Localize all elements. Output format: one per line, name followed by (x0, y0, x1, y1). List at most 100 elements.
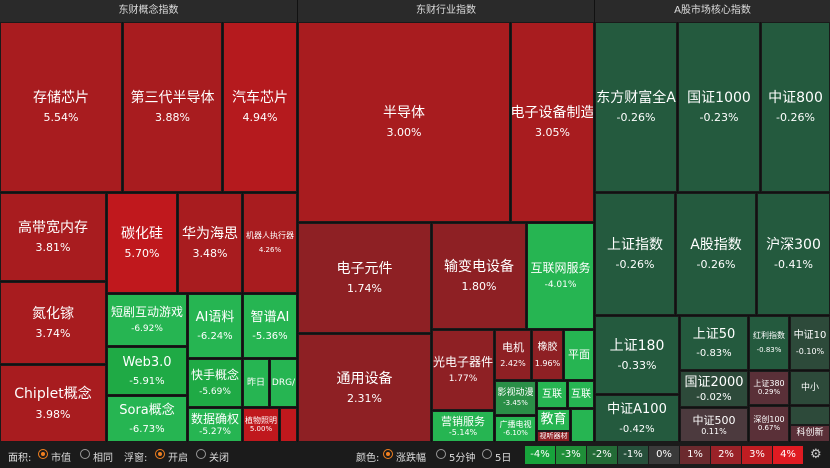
legend-swatch: 3% (742, 446, 772, 464)
tile[interactable]: 存储芯片 5.54% (0, 22, 122, 192)
tile[interactable]: 互联 (568, 381, 594, 408)
tile-name: 橡胶 (537, 341, 558, 353)
tile[interactable]: Web3.0 -5.91% (107, 347, 187, 395)
tile[interactable]: 互联网服务 -4.01% (527, 223, 594, 329)
tile[interactable]: 深创100 0.67% (749, 406, 789, 442)
tile[interactable]: 半导体 3.00% (298, 22, 510, 222)
tile[interactable]: 华为海思 3.48% (178, 193, 242, 293)
option[interactable]: 5分钟 (449, 453, 476, 464)
radio[interactable] (38, 449, 48, 459)
tile[interactable]: A股指数 -0.26% (676, 193, 756, 315)
tile[interactable]: 中证10 -0.10% (790, 316, 830, 370)
tile[interactable]: 上证380 0.29% (749, 371, 789, 405)
tile[interactable]: Sora概念 -6.73% (107, 396, 187, 442)
settings-icon[interactable]: ⚙ (810, 447, 822, 462)
tile[interactable]: 中证A100 -0.42% (595, 395, 679, 442)
tile-name: 中证500 (692, 413, 736, 427)
tile-name: 互联 (542, 388, 562, 400)
tile-change: -0.83% (696, 348, 732, 360)
tile-change: 2.42% (500, 359, 526, 369)
tile[interactable]: 影视动漫 -3.45% (495, 381, 536, 415)
tile[interactable]: 氮化镓 3.74% (0, 282, 106, 364)
option[interactable]: 市值 (51, 453, 71, 464)
tile-change: 2.31% (347, 392, 382, 406)
option[interactable]: 开启 (168, 453, 188, 464)
tile[interactable]: 碳化硅 5.70% (107, 193, 177, 293)
tile[interactable]: 科创新 (790, 425, 830, 442)
tile[interactable]: Chiplet概念 3.98% (0, 365, 106, 442)
tile[interactable]: 昨日 (243, 359, 269, 407)
radio[interactable] (155, 449, 165, 459)
tile-change: -6.92% (131, 324, 163, 335)
tile[interactable]: 教育 (537, 409, 570, 431)
radio[interactable] (196, 449, 206, 459)
tile-change: 3.00% (386, 126, 422, 140)
radio[interactable] (383, 449, 393, 459)
tile[interactable]: 国证2000 -0.02% (680, 371, 748, 407)
option[interactable]: 相同 (93, 453, 113, 464)
legend-swatch: 0% (649, 446, 679, 464)
tile[interactable]: 输变电设备 1.80% (432, 223, 526, 329)
tile[interactable]: 红利指数 -0.83% (749, 316, 789, 370)
tile[interactable]: 上证指数 -0.26% (595, 193, 675, 315)
tile[interactable]: 国证1000 -0.23% (678, 22, 760, 192)
tile[interactable]: 沪深300 -0.41% (757, 193, 830, 315)
tile[interactable]: 上证50 -0.83% (680, 316, 748, 370)
radio[interactable] (482, 449, 492, 459)
tile[interactable]: 通用设备 2.31% (298, 334, 431, 442)
tile-change: -0.41% (774, 258, 813, 272)
tile-change: 1.77% (448, 374, 478, 385)
tile[interactable]: 东方财富全A -0.26% (595, 22, 677, 192)
tile-change: -0.23% (699, 111, 739, 125)
tile[interactable]: 视听器材 (537, 431, 570, 442)
radio[interactable] (436, 449, 446, 459)
tile[interactable]: 中证500 0.11% (680, 408, 748, 442)
tile-name: 平面 (568, 348, 590, 362)
tile[interactable]: 植物照明 5.00% (243, 408, 279, 442)
tile[interactable]: 上证180 -0.33% (595, 316, 679, 394)
tile[interactable]: 电子设备制造 3.05% (511, 22, 594, 222)
tile-change: -5.27% (199, 426, 231, 437)
radio[interactable] (80, 449, 90, 459)
option[interactable]: 5日 (495, 453, 512, 464)
tile-change: -0.42% (619, 423, 655, 435)
tile-change: -0.26% (776, 111, 815, 125)
tile-change: -6.24% (197, 331, 233, 343)
panel-title: A股市场核心指数 (595, 0, 830, 22)
tile-change: -5.36% (252, 331, 288, 343)
tile-name: 碳化硅 (121, 225, 163, 242)
tile-change: 1.80% (461, 280, 497, 294)
tile[interactable]: 第三代半导体 3.88% (123, 22, 222, 192)
tile[interactable]: 快手概念 -5.69% (188, 359, 242, 407)
tile[interactable]: 中小 (790, 371, 830, 405)
tile[interactable]: 互联 (537, 381, 567, 408)
tile-change: -0.33% (617, 359, 657, 373)
tile[interactable]: DRG/ (270, 359, 297, 407)
tile[interactable]: 橡胶 1.96% (532, 330, 563, 380)
tile[interactable]: 汽车芯片 4.94% (223, 22, 297, 192)
tile[interactable]: AI语料 -6.24% (188, 294, 242, 358)
tile[interactable]: 营销服务 -5.14% (432, 411, 494, 442)
tile-change: -0.83% (756, 345, 782, 354)
tile[interactable]: 平面 (564, 330, 594, 380)
tile[interactable]: 短剧互动游戏 -6.92% (107, 294, 187, 346)
option[interactable]: 涨跌幅 (396, 453, 426, 464)
tile[interactable]: 高带宽内存 3.81% (0, 193, 106, 281)
tile[interactable]: 光电子器件 1.77% (432, 330, 494, 410)
tile-change: 4.94% (242, 111, 278, 125)
tile[interactable]: 中证800 -0.26% (761, 22, 830, 192)
tile-name: 第三代半导体 (130, 89, 215, 106)
tile[interactable]: 机器人执行器 4.26% (243, 193, 297, 293)
tile-name: 互联 (571, 388, 591, 400)
tile[interactable]: 广播电视 -6.10% (495, 416, 536, 442)
option[interactable]: 关闭 (209, 453, 229, 464)
tile-change: 5.70% (124, 247, 160, 261)
tile[interactable]: 智谱AI -5.36% (243, 294, 297, 358)
tile[interactable]: 电机 2.42% (495, 330, 531, 380)
tile[interactable]: 数据确权 -5.27% (188, 408, 242, 442)
tile-change: 3.48% (192, 247, 228, 261)
tile-name: 广播电视 (499, 419, 532, 429)
tile[interactable]: 电子元件 1.74% (298, 223, 431, 333)
tile-change: 3.88% (155, 111, 190, 125)
tile-change: 3.05% (535, 126, 570, 140)
